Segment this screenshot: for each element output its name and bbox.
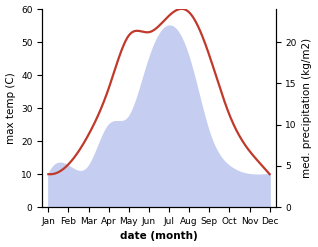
Y-axis label: med. precipitation (kg/m2): med. precipitation (kg/m2) xyxy=(302,38,313,178)
Y-axis label: max temp (C): max temp (C) xyxy=(5,72,16,144)
X-axis label: date (month): date (month) xyxy=(120,231,198,242)
